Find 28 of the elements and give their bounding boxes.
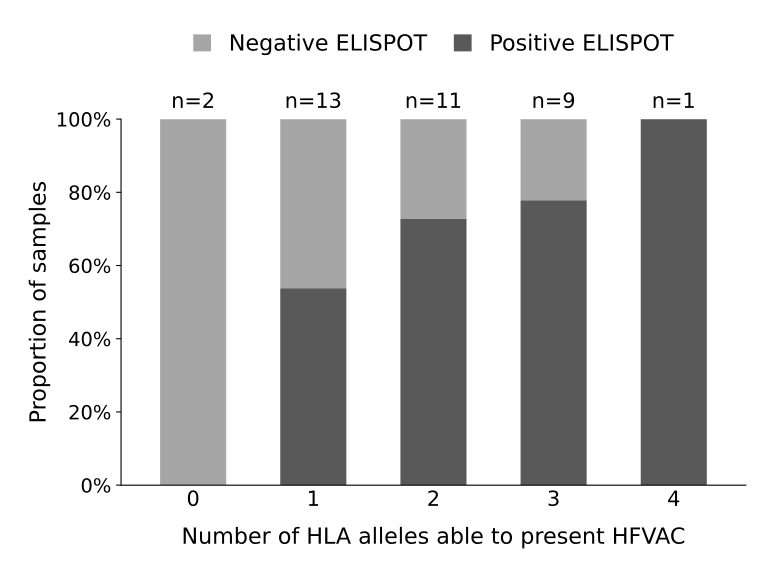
annotation: n=1 (654, 92, 694, 108)
y-tick-label: 20% (70, 404, 110, 420)
bar (160, 119, 226, 486)
x-tick-label: 4 (668, 490, 680, 506)
bar (400, 119, 466, 220)
bar (280, 288, 346, 486)
legend-label: Negative ELISPOT (230, 34, 428, 56)
bar (280, 119, 346, 288)
y-tick-label: 80% (69, 185, 110, 200)
y-axis-title: Proportion of samples (28, 182, 50, 422)
x-tick-label: 1 (308, 490, 318, 506)
annotation: n=13 (286, 92, 340, 108)
y-tick-label: 100% (58, 112, 110, 127)
x-tick-label: 0 (188, 490, 198, 506)
bar (640, 119, 707, 486)
x-tick-label: 3 (548, 490, 559, 506)
legend-label: Positive ELISPOT (492, 34, 674, 51)
bar (520, 119, 587, 200)
annotation: n=9 (534, 92, 574, 108)
bar (400, 219, 466, 486)
y-tick-label: 60% (69, 258, 110, 274)
y-tick-label: 0% (82, 478, 110, 493)
x-tick-label: 2 (428, 490, 438, 506)
annotation: n=11 (406, 92, 460, 108)
annotation: n=2 (173, 92, 214, 108)
bar (520, 200, 587, 486)
y-tick-label: 40% (69, 332, 110, 346)
x-axis-title: Number of HLA alleles able to present HFVAC (184, 526, 684, 548)
